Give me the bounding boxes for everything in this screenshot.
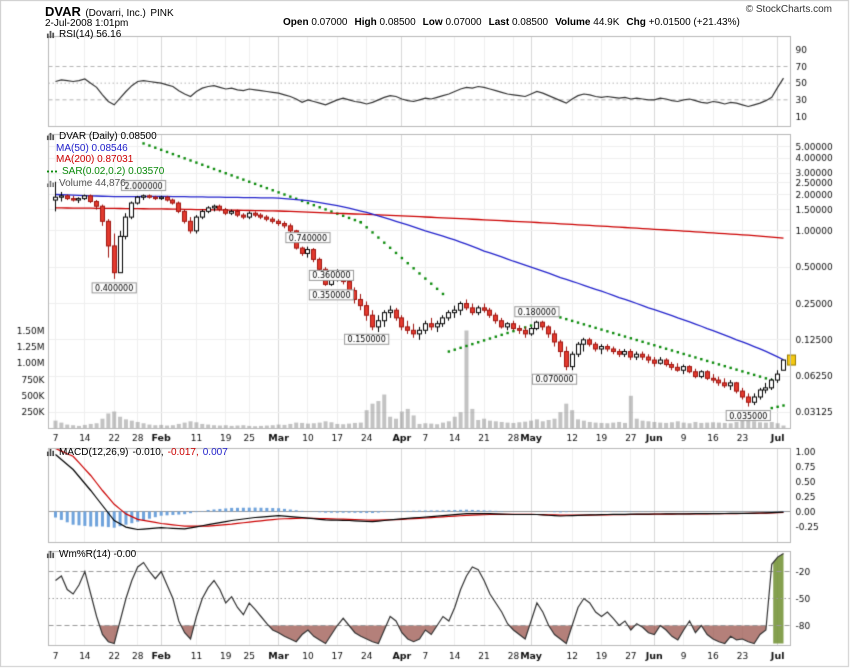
ticker-symbol: DVAR <box>45 4 81 19</box>
chart-datetime: 2-Jul-2008 1:01pm <box>45 18 129 29</box>
exchange-label: PINK <box>150 8 174 19</box>
ma200-legend-label: MA(200) 0.87031 <box>56 154 134 165</box>
wmr-legend: Wm%R(14) -0.00 <box>46 549 136 560</box>
rsi-legend: RSI(14) 56.16 <box>46 29 121 40</box>
quote-last: Last 0.08500 <box>488 17 549 28</box>
macd-signal-value: -0.017, <box>167 447 199 458</box>
macd-legend: MACD(12,26,9) -0.010, -0.017, 0.007 <box>46 447 228 458</box>
volume-bars-icon <box>46 179 55 188</box>
volume-legend: Volume 44,876 <box>46 178 126 189</box>
symbol-legend-label: DVAR (Daily) 0.08500 <box>59 131 157 142</box>
symbol-legend: DVAR (Daily) 0.08500 <box>46 131 157 142</box>
ma50-legend-label: MA(50) 0.08546 <box>56 143 128 154</box>
sar-legend-label: SAR(0.02,0.2) 0.03570 <box>62 166 165 177</box>
quote-open: Open 0.07000 <box>283 17 348 28</box>
mini-chart-icon <box>46 448 55 457</box>
mini-chart-icon <box>46 132 55 141</box>
stockcharts-copyright[interactable]: © StockCharts.com <box>745 4 832 15</box>
wmr-legend-label: Wm%R(14) -0.00 <box>59 549 137 560</box>
ma50-legend: MA(50) 0.08546 <box>56 143 128 154</box>
ma200-legend: MA(200) 0.87031 <box>56 154 133 165</box>
macd-legend-label: MACD(12,26,9) <box>59 447 129 458</box>
quote-high: High 0.08500 <box>354 17 416 28</box>
macd-hist-value: 0.007 <box>202 447 228 458</box>
macd-value: -0.010, <box>132 447 164 458</box>
sar-legend: SAR(0.02,0.2) 0.03570 <box>46 166 164 177</box>
quote-bar: Open 0.07000 High 0.08500 Low 0.07000 La… <box>283 17 740 28</box>
company-name: (Dovarri, Inc.) <box>85 8 146 19</box>
mini-chart-icon <box>46 550 55 559</box>
quote-change: Chg +0.01500 (+21.43%) <box>626 17 740 28</box>
volume-legend-label: Volume 44,876 <box>59 178 126 189</box>
quote-volume: Volume 44.9K <box>555 17 620 28</box>
mini-chart-icon <box>46 30 55 39</box>
quote-low: Low 0.07000 <box>422 17 482 28</box>
rsi-legend-label: RSI(14) 56.16 <box>59 29 122 40</box>
sar-dotted-icon <box>46 169 58 174</box>
chart-header: DVAR (Dovarri, Inc.) PINK <box>45 3 174 21</box>
